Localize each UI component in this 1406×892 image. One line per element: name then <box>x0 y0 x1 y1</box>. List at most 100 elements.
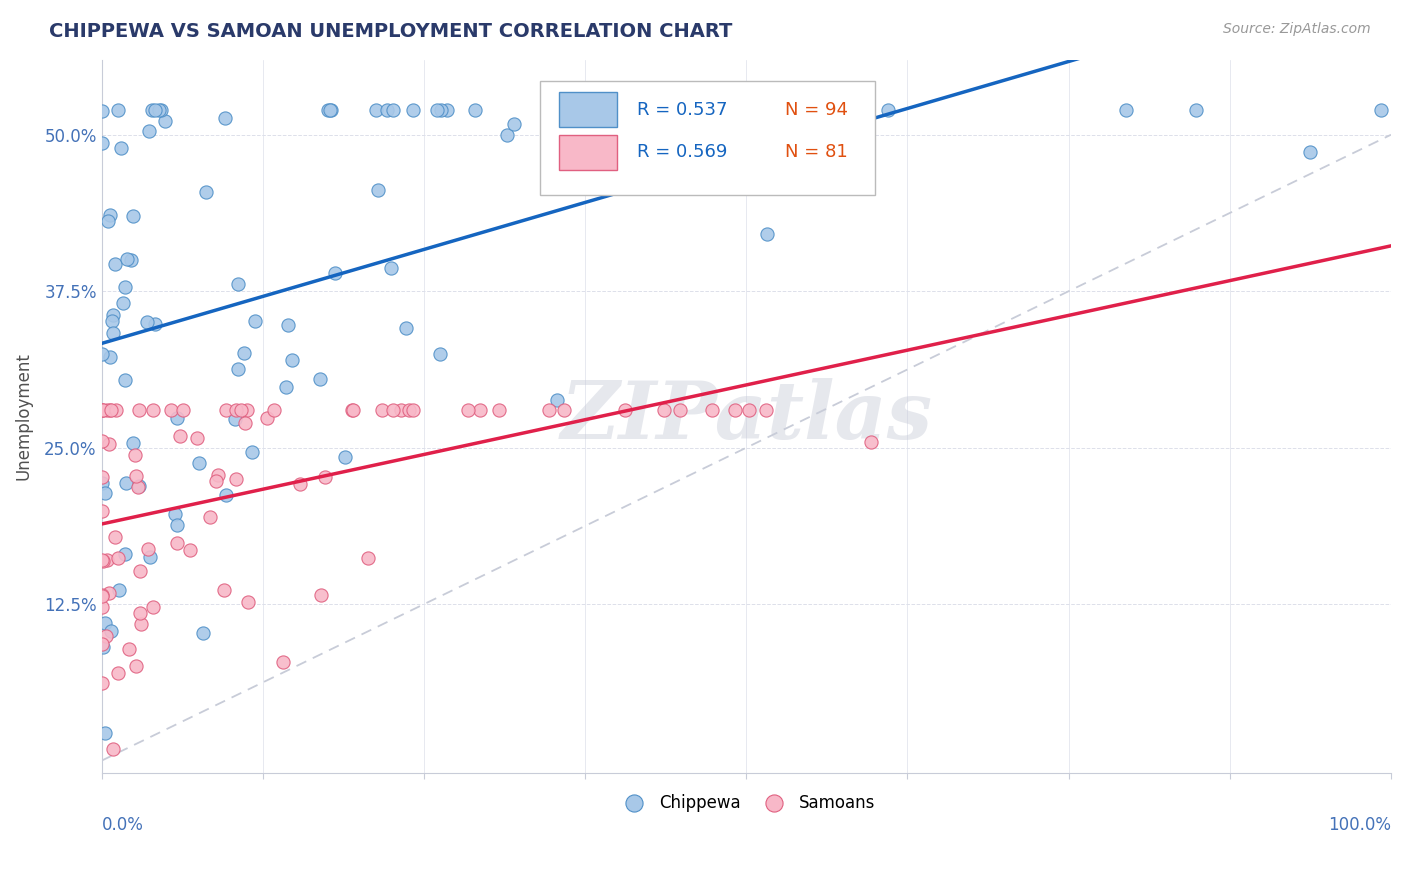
Point <box>90 553 112 567</box>
Point <box>98 208 121 222</box>
Point <box>860 434 883 449</box>
Point <box>755 403 778 417</box>
Point <box>101 308 124 322</box>
Point <box>94 485 117 500</box>
Point <box>94 726 117 740</box>
Y-axis label: Unemployment: Unemployment <box>15 352 32 480</box>
Point <box>118 642 141 657</box>
Point <box>148 103 170 117</box>
Point <box>614 403 637 417</box>
Point <box>172 403 194 417</box>
Point <box>100 624 122 639</box>
FancyBboxPatch shape <box>560 92 617 128</box>
Text: 100.0%: 100.0% <box>1329 816 1391 834</box>
Point <box>637 103 659 117</box>
Point <box>430 103 453 117</box>
Point <box>1299 145 1322 159</box>
Point <box>243 314 266 328</box>
Point <box>114 373 136 387</box>
Point <box>138 124 160 138</box>
Point <box>135 315 157 329</box>
Point <box>107 103 129 117</box>
Point <box>1115 103 1137 117</box>
Point <box>143 103 166 117</box>
Point <box>274 380 297 394</box>
Point <box>166 411 188 425</box>
Point <box>98 403 121 417</box>
Point <box>240 444 263 458</box>
Point <box>191 625 214 640</box>
Point <box>120 252 142 267</box>
Point <box>308 372 330 386</box>
Point <box>153 114 176 128</box>
Point <box>700 403 723 417</box>
Point <box>605 103 627 117</box>
Point <box>91 640 114 654</box>
Point <box>125 659 148 673</box>
Point <box>737 403 759 417</box>
Point <box>94 616 117 631</box>
Point <box>141 103 163 117</box>
Point <box>724 403 747 417</box>
Point <box>101 326 124 340</box>
Point <box>256 410 278 425</box>
Point <box>111 295 134 310</box>
Point <box>271 655 294 669</box>
Point <box>464 103 486 117</box>
Point <box>641 103 664 117</box>
Point <box>100 403 122 417</box>
Point <box>323 266 346 280</box>
Point <box>90 588 112 602</box>
Point <box>166 536 188 550</box>
Point <box>366 103 388 117</box>
Point <box>108 582 131 597</box>
Point <box>225 403 247 417</box>
Point <box>367 183 389 197</box>
Point <box>496 128 519 142</box>
Point <box>129 564 152 578</box>
Point <box>214 403 236 417</box>
Point <box>225 472 247 486</box>
Point <box>142 599 165 614</box>
Point <box>226 361 249 376</box>
Point <box>90 104 112 119</box>
Point <box>94 629 117 643</box>
Point <box>503 117 526 131</box>
Point <box>141 403 163 417</box>
Point <box>114 280 136 294</box>
Point <box>856 103 879 117</box>
Point <box>90 434 112 449</box>
Point <box>314 469 336 483</box>
Point <box>128 607 150 621</box>
Point <box>90 403 112 417</box>
Point <box>402 103 425 117</box>
Point <box>97 214 120 228</box>
Text: N = 81: N = 81 <box>785 144 848 161</box>
Point <box>115 252 138 266</box>
Point <box>658 150 681 164</box>
Point <box>104 403 127 417</box>
Point <box>98 351 121 365</box>
Point <box>370 403 392 417</box>
Point <box>93 403 115 417</box>
Point <box>214 111 236 125</box>
Point <box>321 103 343 117</box>
Point <box>90 590 112 604</box>
Point <box>290 476 312 491</box>
Point <box>382 103 405 117</box>
Point <box>340 403 363 417</box>
Point <box>104 530 127 544</box>
Point <box>195 185 218 199</box>
Point <box>110 141 132 155</box>
Point <box>90 476 112 491</box>
Point <box>124 448 146 462</box>
Point <box>382 403 405 417</box>
Point <box>115 475 138 490</box>
Point <box>166 517 188 532</box>
Point <box>104 257 127 271</box>
Point <box>212 582 235 597</box>
Point <box>316 103 339 117</box>
Point <box>179 542 201 557</box>
Point <box>470 403 492 417</box>
FancyBboxPatch shape <box>540 81 876 195</box>
